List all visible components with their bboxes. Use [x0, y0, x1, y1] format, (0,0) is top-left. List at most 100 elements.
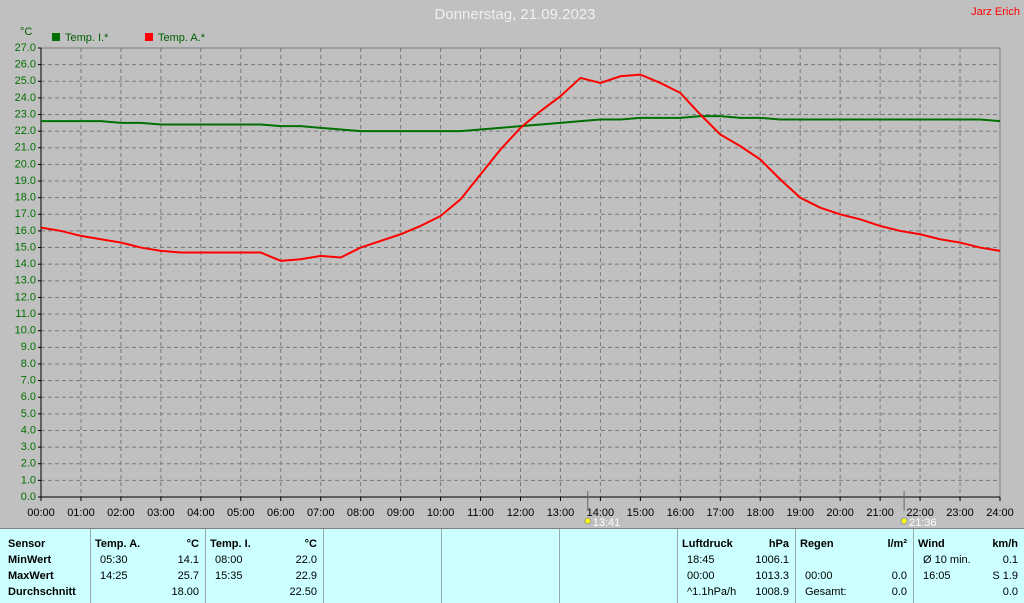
x-tick-label: 23:00	[946, 507, 974, 519]
y-tick-label: 23.0	[15, 108, 36, 120]
y-axis-label: °C	[20, 26, 32, 38]
y-tick-label: 5.0	[21, 408, 36, 420]
legend-swatch	[145, 33, 153, 41]
y-tick-label: 8.0	[21, 358, 36, 370]
x-tick-label: 04:00	[187, 507, 215, 519]
x-tick-label: 21:00	[866, 507, 894, 519]
x-tick-label: 22:00	[906, 507, 934, 519]
panel-header: Wind	[918, 538, 945, 550]
panel-header: Regen	[800, 538, 834, 550]
x-tick-label: 03:00	[147, 507, 175, 519]
cell-time: 16:05	[923, 570, 951, 582]
chart: Donnerstag, 21.09.2023 Jarz Erich °C 0.0…	[15, 6, 1020, 528]
legend-label: Temp. I.*	[65, 32, 109, 44]
cell-time: Gesamt:	[805, 586, 847, 598]
y-tick-label: 11.0	[15, 308, 36, 320]
x-tick-label: 20:00	[826, 507, 854, 519]
y-tick-label: 1.0	[21, 474, 36, 486]
column-separator	[559, 529, 560, 603]
y-tick-label: 0.0	[21, 491, 36, 503]
x-tick-label: 02:00	[107, 507, 135, 519]
y-tick-label: 6.0	[21, 391, 36, 403]
annotation: 13:41	[593, 517, 621, 528]
y-tick-label: 25.0	[15, 75, 36, 87]
x-tick-label: 11:00	[467, 507, 494, 519]
column-separator	[205, 529, 206, 603]
cell-value: 14.1	[177, 554, 199, 566]
panel-header: Luftdruck	[682, 538, 733, 550]
row-label: Durchschnitt	[8, 586, 76, 598]
legend-label: Temp. A.*	[158, 32, 206, 44]
summary-table: Sensor MinWert MaxWert Durchschnitt Temp. A.…	[0, 528, 1024, 603]
x-tick-label: 18:00	[746, 507, 774, 519]
x-tick-label: 24:00	[986, 507, 1014, 519]
cell-value: 25.7	[177, 570, 199, 582]
x-tick-label: 05:00	[227, 507, 255, 519]
panel-unit: l/m²	[887, 538, 907, 550]
column-separator	[913, 529, 914, 603]
y-tick-label: 20.0	[15, 158, 36, 170]
panel-unit: km/h	[992, 538, 1018, 550]
y-tick-label: 2.0	[21, 458, 36, 470]
y-tick-label: 27.0	[15, 42, 36, 54]
x-tick-label: 16:00	[667, 507, 695, 519]
panel-header: Temp. A.	[95, 538, 141, 550]
cell-time: 14:25	[100, 570, 128, 582]
series-line	[41, 115, 1001, 133]
x-tick-label: 13:00	[547, 507, 575, 519]
x-tick-label: 00:00	[27, 507, 55, 519]
cell-value: 1008.9	[755, 586, 789, 598]
row-label: Sensor	[8, 538, 46, 550]
y-tick-label: 26.0	[15, 59, 36, 71]
sun-icon	[584, 517, 592, 525]
panel-unit: °C	[304, 538, 317, 550]
chart-title: Donnerstag, 21.09.2023	[435, 6, 596, 23]
cell-time: 05:30	[100, 554, 128, 566]
x-tick-label: 10:00	[427, 507, 455, 519]
panel-unit: °C	[186, 538, 199, 550]
column-separator	[677, 529, 678, 603]
y-tick-label: 19.0	[15, 175, 36, 187]
column-separator	[323, 529, 324, 603]
cell-time: 00:00	[687, 570, 715, 582]
x-tick-label: 01:00	[67, 507, 95, 519]
y-tick-label: 7.0	[21, 374, 36, 386]
x-tick-label: 15:00	[627, 507, 655, 519]
x-tick-label: 09:00	[387, 507, 415, 519]
y-tick-label: 10.0	[15, 325, 36, 337]
y-tick-label: 4.0	[21, 424, 36, 436]
y-tick-label: 3.0	[21, 441, 36, 453]
x-tick-label: 12:00	[507, 507, 535, 519]
cell-value: 22.9	[295, 570, 317, 582]
y-tick-label: 24.0	[15, 92, 36, 104]
cell-value: 0.1	[1002, 554, 1018, 566]
y-tick-label: 14.0	[15, 258, 36, 270]
y-tick-label: 13.0	[15, 275, 36, 287]
column-separator	[441, 529, 442, 603]
annotation: 21:36	[909, 517, 937, 528]
cell-value: 1013.3	[755, 570, 789, 582]
cell-time: Ø 10 min.	[923, 554, 971, 566]
cell-time: 18:45	[687, 554, 715, 566]
legend-swatch	[52, 33, 60, 41]
sun-icon	[900, 517, 908, 525]
y-tick-label: 9.0	[21, 341, 36, 353]
y-tick-label: 12.0	[15, 291, 36, 303]
y-tick-label: 17.0	[15, 208, 36, 220]
x-tick-label: 07:00	[307, 507, 335, 519]
y-tick-label: 15.0	[15, 241, 36, 253]
cell-value: 22.0	[295, 554, 317, 566]
x-tick-label: 06:00	[267, 507, 295, 519]
cell-value: 0.0	[891, 586, 907, 598]
series-line	[40, 73, 1001, 262]
cell-value: 1006.1	[755, 554, 789, 566]
x-tick-label: 17:00	[707, 507, 735, 519]
y-tick-label: 16.0	[15, 225, 36, 237]
column-separator	[90, 529, 91, 603]
x-tick-label: 08:00	[347, 507, 375, 519]
panel-unit: hPa	[768, 538, 789, 550]
cell-time: 00:00	[805, 570, 833, 582]
cell-value: 22.50	[289, 586, 317, 598]
cell-time: 15:35	[215, 570, 243, 582]
column-separator	[795, 529, 796, 603]
